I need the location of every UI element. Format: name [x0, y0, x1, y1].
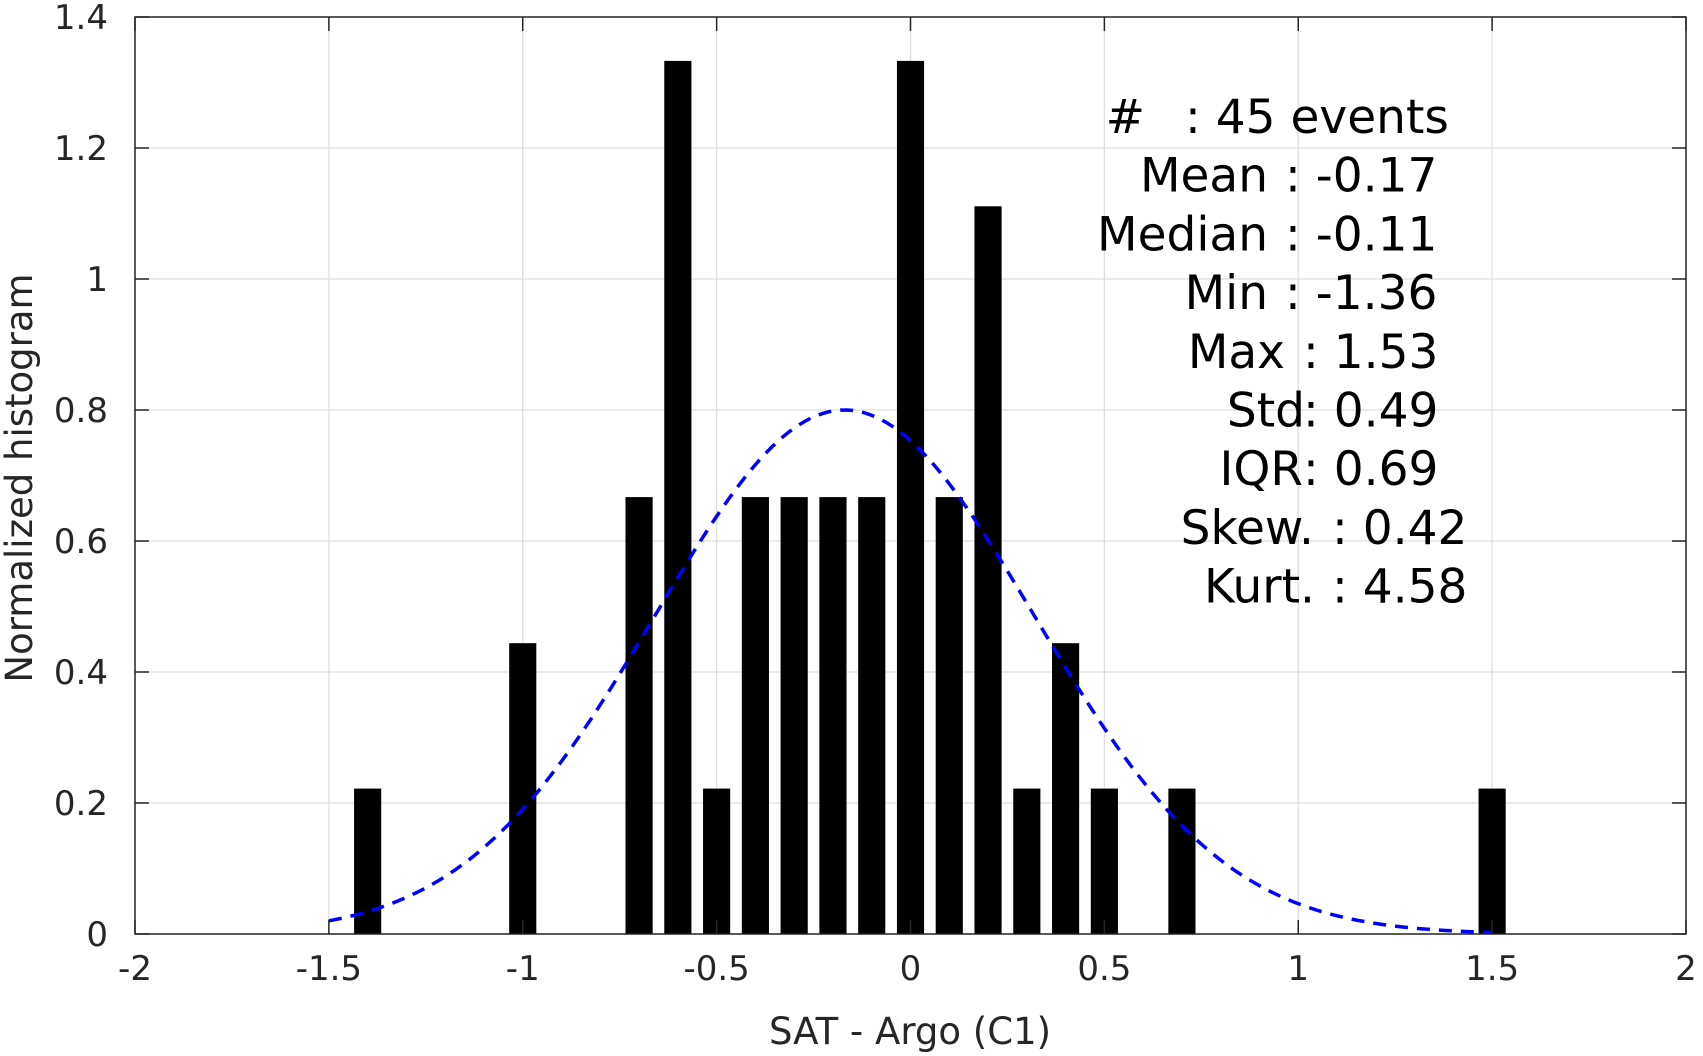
y-tick-label: 0.6	[54, 522, 108, 562]
histogram-bar	[858, 497, 886, 934]
x-tick-label: 1.5	[1465, 949, 1519, 989]
stat-value: : 0.42	[1332, 501, 1467, 556]
x-tick-label: -1	[506, 949, 540, 989]
histogram-bars	[354, 60, 1506, 935]
y-tick-label: 0	[86, 915, 108, 955]
stat-value: : 1.53	[1303, 325, 1438, 380]
x-tick-label: -0.5	[683, 949, 749, 989]
x-tick-label: -1.5	[296, 949, 362, 989]
y-tick-label: 1.2	[54, 129, 108, 169]
x-tick-label: 2	[1675, 949, 1697, 989]
stat-name: Mean	[1140, 149, 1268, 204]
histogram-bar	[1090, 788, 1118, 934]
stat-value: : -1.36	[1285, 266, 1437, 321]
x-tick-label: -2	[118, 949, 152, 989]
histogram-bar	[1478, 788, 1506, 934]
stat-name: #	[1106, 90, 1145, 145]
stat-value: : 4.58	[1332, 560, 1467, 615]
x-tick-label: 0	[900, 949, 922, 989]
histogram-bar	[625, 497, 653, 934]
y-tick-label: 0.8	[54, 391, 108, 431]
stat-value: : 0.49	[1303, 384, 1438, 439]
normal-fit-curve	[328, 408, 1493, 935]
stat-name: Min	[1185, 266, 1268, 321]
x-tick-label: 0.5	[1077, 949, 1131, 989]
fit-curve-layer	[328, 408, 1493, 935]
stat-value: : 0.69	[1303, 442, 1438, 497]
y-tick-label: 0.2	[54, 784, 108, 824]
histogram-bar	[1052, 643, 1080, 934]
stat-name: Std	[1227, 384, 1305, 439]
x-tick-label: 1	[1287, 949, 1309, 989]
histogram-bar	[741, 497, 769, 934]
tick-labels: -2 -1.5 -1 -0.5 0 0.5 1 1.5 2 0 0.2 0.4 0.6 0.8 1 1.2 1.…	[54, 0, 1697, 989]
stat-name: IQR	[1219, 442, 1303, 497]
histogram-bar	[509, 643, 537, 934]
stat-name: Median	[1097, 207, 1268, 262]
stat-name: Kurt.	[1204, 560, 1315, 615]
axes-frame	[134, 16, 1687, 935]
histogram-bar	[819, 497, 847, 934]
histogram-bar	[1013, 788, 1041, 934]
histogram-bar	[1168, 788, 1196, 934]
histogram-bar	[780, 497, 808, 934]
histogram-bar	[935, 497, 963, 934]
stat-name: Skew.	[1181, 501, 1314, 556]
x-axis-title: SAT - Argo (C1)	[769, 1010, 1051, 1053]
histogram-bar	[896, 60, 925, 934]
histogram-bar	[354, 788, 382, 934]
stat-name: Max	[1188, 325, 1285, 380]
histogram-bar	[664, 60, 692, 934]
y-tick-label: 1	[86, 260, 108, 300]
y-tick-label: 1.4	[54, 0, 108, 38]
stat-value: : 45 events	[1185, 90, 1449, 145]
y-axis-title: Normalized histogram	[0, 273, 41, 682]
stat-value: : -0.11	[1285, 207, 1437, 262]
histogram-bar	[703, 788, 731, 934]
stat-value: : -0.17	[1285, 149, 1437, 204]
histogram-bar	[974, 206, 1002, 935]
y-tick-label: 0.4	[54, 653, 108, 693]
